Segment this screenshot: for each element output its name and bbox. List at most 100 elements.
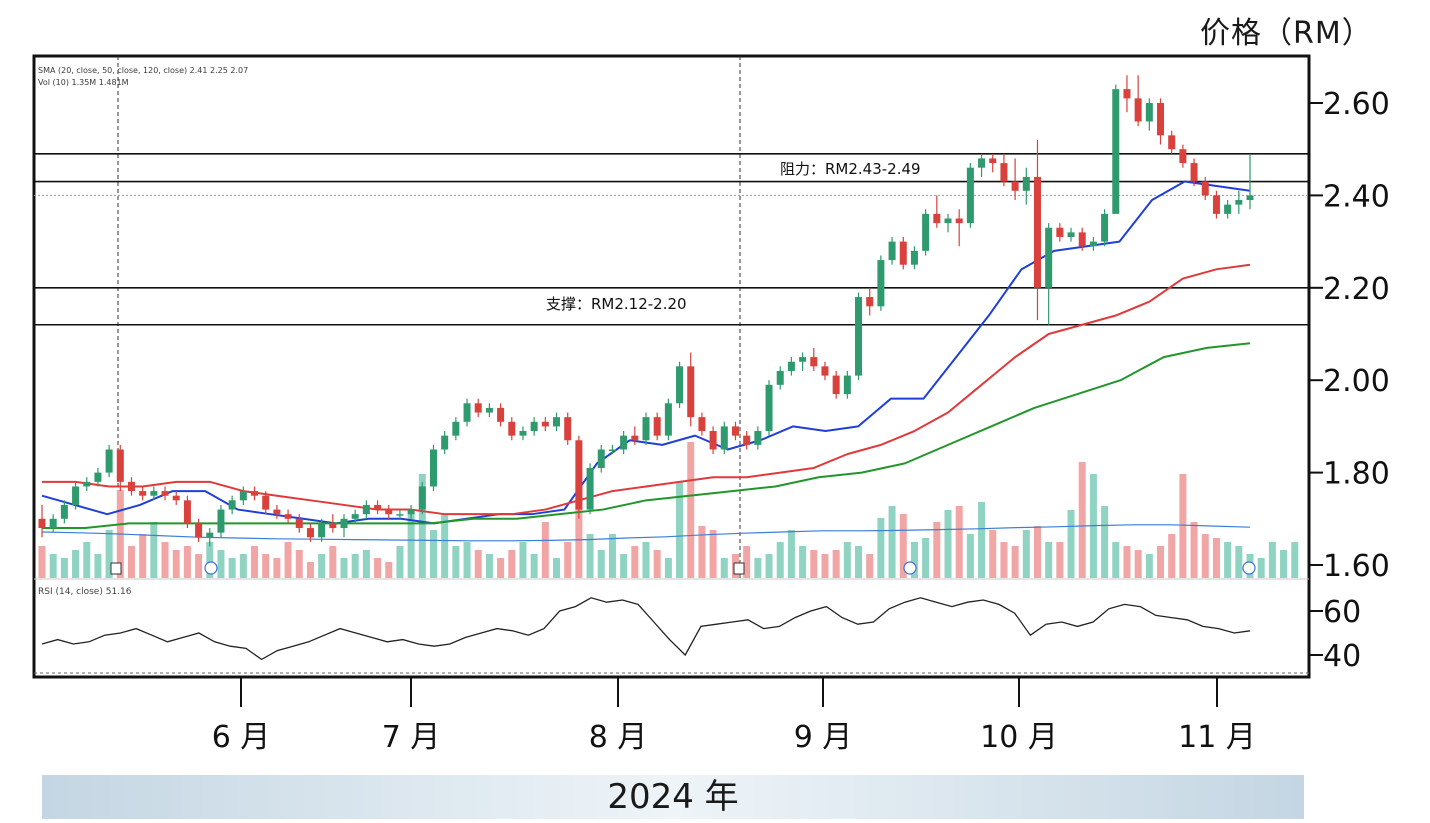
candle-body: [1157, 103, 1165, 136]
volume-bar: [139, 534, 147, 578]
candle-body: [251, 491, 259, 496]
rsi-tick-label: 60: [1323, 595, 1361, 630]
candle-body: [642, 417, 650, 441]
candle-body: [888, 241, 896, 261]
volume-bar: [407, 514, 415, 578]
x-tick-label: 7 月: [382, 720, 441, 755]
volume-bar: [418, 474, 426, 578]
volume-bar: [83, 542, 91, 578]
candle-body: [1089, 241, 1097, 247]
candle-body: [1235, 200, 1243, 205]
candle-body: [1246, 195, 1254, 201]
y-tick-label: 2.20: [1323, 272, 1390, 307]
candle-body: [1022, 176, 1030, 191]
candle-body: [676, 366, 684, 404]
candle-body: [799, 357, 807, 362]
volume-bar: [351, 554, 359, 578]
volume-bar: [1235, 546, 1243, 578]
candle-body: [866, 297, 874, 307]
candle-body: [172, 495, 180, 501]
volume-bar: [541, 522, 549, 578]
volume-bar: [295, 550, 303, 578]
candle-body: [362, 504, 370, 515]
y-tick-label: 2.00: [1323, 364, 1390, 399]
volume-bar: [1022, 530, 1030, 578]
volume-bar: [1011, 546, 1019, 578]
candle-body: [508, 421, 516, 436]
candle-body: [687, 366, 695, 418]
volume-bar: [530, 554, 538, 578]
candle-body: [1168, 135, 1176, 150]
volume-bar: [843, 542, 851, 578]
volume-bar: [150, 522, 158, 578]
candle-body: [72, 486, 80, 505]
candle-body: [295, 518, 303, 529]
volume-bar: [385, 562, 393, 578]
candle-body: [1056, 227, 1064, 237]
dividend-event-icon: [1242, 561, 1256, 575]
volume-bar: [1134, 550, 1142, 578]
volume-bar: [910, 542, 918, 578]
volume-bar: [966, 534, 974, 578]
volume-bar: [508, 550, 516, 578]
candle-body: [139, 491, 147, 496]
candle-body: [195, 523, 203, 538]
candle-body: [586, 467, 594, 510]
volume-bar: [754, 558, 762, 578]
candle-body: [38, 518, 46, 529]
candle-body: [340, 518, 348, 529]
candle-body: [731, 426, 739, 436]
volume-bar: [575, 482, 583, 578]
candle-body: [754, 431, 762, 445]
candle-body: [273, 509, 281, 515]
volume-bar: [485, 554, 493, 578]
volume-bar: [676, 482, 684, 578]
volume-bar: [866, 554, 874, 578]
volume-ma-line: [41, 524, 1251, 542]
candle-body: [1101, 213, 1109, 242]
volume-bar: [172, 550, 180, 578]
rsi-tick-label: 40: [1323, 639, 1361, 674]
candle-body: [776, 370, 784, 385]
volume-bar: [709, 530, 717, 578]
candle-body: [955, 218, 963, 224]
indicator-legend: SMA (20, close, 50, close, 120, close) 2…: [38, 66, 248, 75]
volume-bar: [374, 558, 382, 578]
candle-body: [631, 435, 639, 441]
volume-bar: [396, 546, 404, 578]
candle-body: [843, 375, 851, 395]
candle-body: [1067, 232, 1075, 237]
candle-body: [832, 375, 840, 395]
volume-bar: [228, 558, 236, 578]
volume-bar: [329, 546, 337, 578]
candle-body: [407, 509, 415, 515]
earnings-event-icon: [733, 562, 745, 575]
volume-bar: [49, 554, 57, 578]
volume-bar: [1123, 546, 1131, 578]
candle-body: [1000, 163, 1008, 182]
y-tick-label: 2.40: [1323, 179, 1390, 214]
candle-body: [787, 361, 795, 371]
volume-bar: [899, 514, 907, 578]
candle-body: [1112, 89, 1120, 214]
candle-body: [239, 491, 247, 501]
volume-bar: [631, 546, 639, 578]
volume-bar: [94, 554, 102, 578]
candle-body: [284, 514, 292, 519]
volume-bar: [1101, 506, 1109, 578]
volume-bar: [1257, 558, 1265, 578]
x-tick-label: 6 月: [212, 720, 271, 755]
candle-body: [1201, 181, 1209, 196]
candle-body: [94, 472, 102, 482]
volume-bar: [38, 546, 46, 578]
candle-body: [1078, 232, 1086, 247]
candle-body: [564, 417, 572, 441]
candle-body: [922, 213, 930, 251]
candle-body: [183, 500, 191, 524]
volume-bar: [362, 550, 370, 578]
sma120-line: [42, 342, 1251, 530]
volume-bar: [72, 550, 80, 578]
volume-bar: [877, 518, 885, 578]
volume-bar: [318, 554, 326, 578]
candle-body: [318, 523, 326, 538]
